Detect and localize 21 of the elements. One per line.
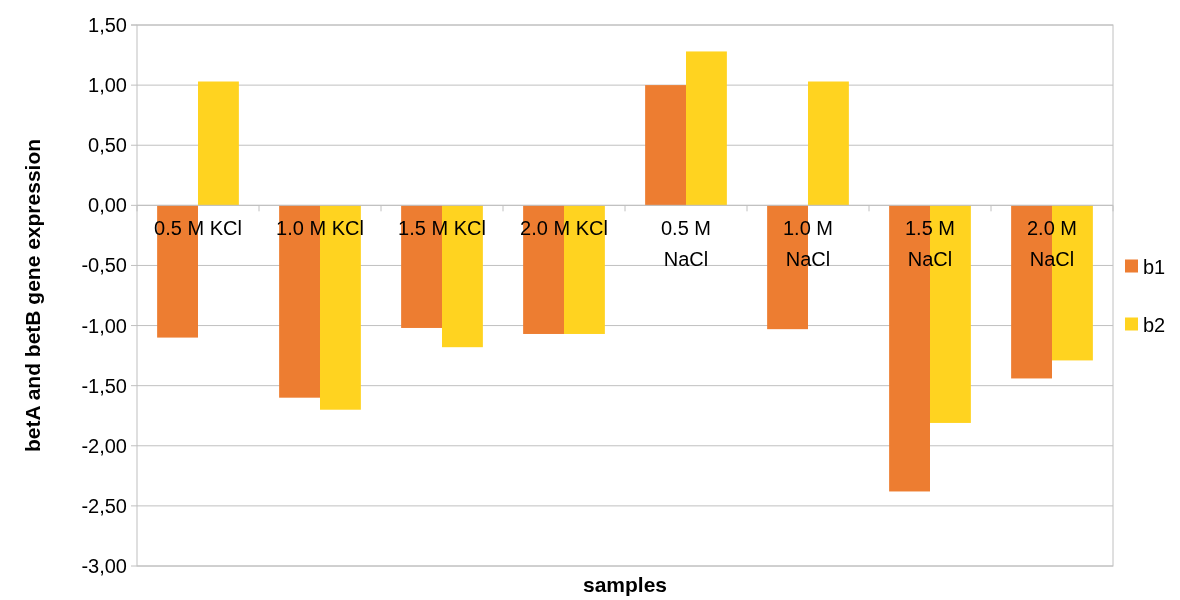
y-tick-label: -1,50 <box>81 374 127 397</box>
legend-label: b1 <box>1143 255 1166 278</box>
y-axis-title: betA and betB gene expression <box>21 138 44 453</box>
y-tick-label: 0,00 <box>88 194 127 217</box>
legend-label: b2 <box>1143 313 1166 336</box>
y-tick-label: 1,00 <box>88 74 127 97</box>
y-tick-label: 1,50 <box>88 14 127 36</box>
y-tick-label: -1,00 <box>81 314 127 337</box>
x-tick-label: 1.5 M NaCl <box>904 217 956 271</box>
bar <box>645 85 686 206</box>
y-tick-label: -2,00 <box>81 434 127 457</box>
y-tick-label: -2,50 <box>81 494 127 517</box>
bar <box>808 81 849 206</box>
bar <box>686 51 727 206</box>
y-tick-label: -3,00 <box>81 555 127 577</box>
x-tick-label: 2.0 M NaCl <box>1026 217 1078 271</box>
x-axis-title: samples <box>582 573 668 596</box>
y-tick-label: 0,50 <box>88 134 127 157</box>
y-tick-label: -0,50 <box>81 254 127 277</box>
bar <box>198 81 239 206</box>
x-tick-label: 0.5 M NaCl <box>660 217 712 271</box>
